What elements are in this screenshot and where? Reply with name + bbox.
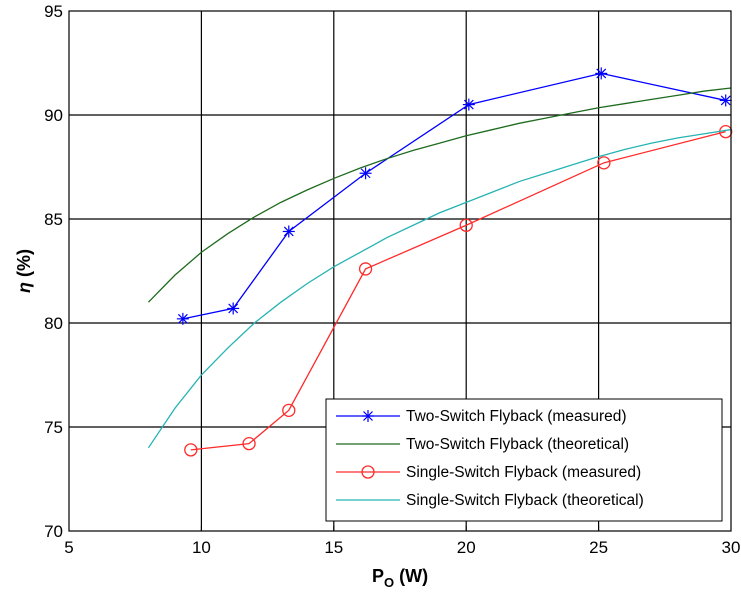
x-tick-label: 25 <box>589 538 608 557</box>
x-tick-label: 15 <box>324 538 343 557</box>
legend-item: Single-Switch Flyback (theoretical) <box>336 492 644 509</box>
x-axis-label-unit: (W) <box>394 566 428 586</box>
y-axis-label: η (%) <box>14 249 34 293</box>
series-3 <box>184 124 733 457</box>
legend-label: Two-Switch Flyback (theoretical) <box>406 436 629 453</box>
data-point-circle <box>597 156 611 170</box>
y-tick-label: 95 <box>44 2 63 21</box>
legend-item: Single-Switch Flyback (measured) <box>336 464 641 481</box>
legend-box <box>325 398 723 522</box>
data-point-asterisk <box>362 410 374 422</box>
series-1 <box>176 67 732 325</box>
data-point-circle <box>358 262 373 276</box>
x-axis-label-sub: O <box>384 575 394 590</box>
x-tick-label: 5 <box>64 538 73 557</box>
legend-label: Single-Switch Flyback (measured) <box>406 464 641 481</box>
data-point-asterisk <box>719 94 732 107</box>
data-point-asterisk <box>462 98 475 111</box>
y-tick-label: 70 <box>44 522 63 541</box>
y-tick-label: 80 <box>44 314 63 333</box>
series-line <box>147 87 732 303</box>
data-point-circle <box>184 443 198 457</box>
data-point-circle <box>361 465 375 479</box>
x-axis-label-main: P <box>372 566 384 586</box>
series-line <box>190 131 726 451</box>
legend-item: Two-Switch Flyback (theoretical) <box>336 436 629 453</box>
data-point-asterisk <box>176 312 189 325</box>
series-2 <box>147 87 732 303</box>
y-tick-label: 75 <box>44 418 63 437</box>
legend: Two-Switch Flyback (measured) Two-Switch … <box>325 398 723 522</box>
legend-label: Single-Switch Flyback (theoretical) <box>406 492 644 509</box>
tick-layer: 5 10 15 20 25 30 70 75 80 85 90 95 <box>44 2 740 557</box>
legend-label: Two-Switch Flyback (measured) <box>406 408 627 425</box>
legend-item: Two-Switch Flyback (measured) <box>336 408 627 425</box>
x-tick-label: 30 <box>722 538 741 557</box>
data-point-circle <box>242 436 256 451</box>
x-axis-label: PO (W) <box>372 566 428 590</box>
x-tick-label: 10 <box>192 538 211 557</box>
data-point-circle <box>459 218 473 232</box>
data-point-asterisk <box>595 67 608 80</box>
y-axis-label-symbol: η <box>14 282 34 293</box>
series-4 <box>147 128 732 449</box>
data-point-asterisk <box>282 225 295 238</box>
series-line <box>147 128 732 449</box>
series-layer <box>147 67 733 457</box>
data-point-asterisk <box>359 167 372 180</box>
y-axis-label-unit: (%) <box>14 249 34 282</box>
y-tick-label: 90 <box>44 106 63 125</box>
data-point-circle <box>282 403 296 418</box>
plot-frame <box>68 10 732 532</box>
x-tick-label: 20 <box>457 538 476 557</box>
y-tick-label: 85 <box>44 210 63 229</box>
data-point-asterisk <box>227 302 240 315</box>
series-line <box>182 72 726 320</box>
